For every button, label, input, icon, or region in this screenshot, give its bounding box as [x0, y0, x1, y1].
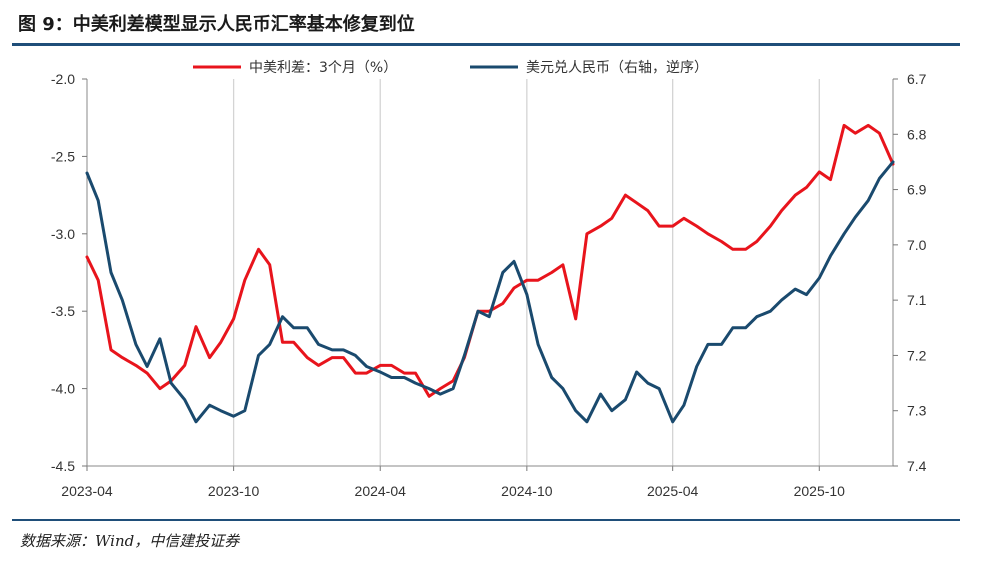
x-tick-label: 2023-04 [61, 483, 113, 499]
y-right-tick-label: 6.9 [907, 182, 927, 198]
x-tick-label: 2024-10 [501, 483, 553, 499]
y-right-tick-label: 7.2 [907, 347, 927, 363]
series-lines [85, 123, 895, 424]
y-left-tick-label: -4.0 [51, 381, 75, 397]
y-right-tick-label: 7.0 [907, 237, 927, 253]
source-rule [12, 519, 960, 521]
x-tick-label: 2025-10 [794, 483, 846, 499]
legend-label: 中美利差：3个月（%） [249, 60, 397, 76]
y-right-tick-label: 7.1 [907, 292, 927, 308]
x-tick-label: 2023-10 [208, 483, 260, 499]
gridlines [232, 79, 820, 466]
y-left-tick-label: -3.5 [51, 303, 75, 319]
chart-title: 图 9：中美利差模型显示人民币汇率基本修复到位 [18, 14, 415, 35]
y-left-tick-label: -2.0 [51, 71, 75, 87]
y-right-tick-label: 6.8 [907, 126, 927, 142]
title-rule [12, 43, 960, 46]
axes: 2023-04 2023-10 2024-04 2024-10 2025-04 2025-… [51, 71, 927, 499]
y-left-tick-label: -2.5 [51, 148, 75, 164]
series-line-usdcny [85, 160, 895, 424]
legend-label: 美元兑人民币（右轴，逆序） [526, 60, 708, 76]
source-note: 数据来源：Wind，中信建投证券 [20, 532, 240, 550]
x-tick-label: 2024-04 [355, 483, 407, 499]
y-right-tick-label: 7.3 [907, 403, 927, 419]
legend: 中美利差：3个月（%） 美元兑人民币（右轴，逆序） [193, 60, 708, 76]
y-right-tick-label: 7.4 [907, 458, 927, 474]
x-tick-label: 2025-04 [647, 483, 699, 499]
series-line-spread [85, 123, 895, 398]
y-left-tick-label: -4.5 [51, 458, 75, 474]
y-left-tick-label: -3.0 [51, 226, 75, 242]
y-right-tick-label: 6.7 [907, 71, 927, 87]
